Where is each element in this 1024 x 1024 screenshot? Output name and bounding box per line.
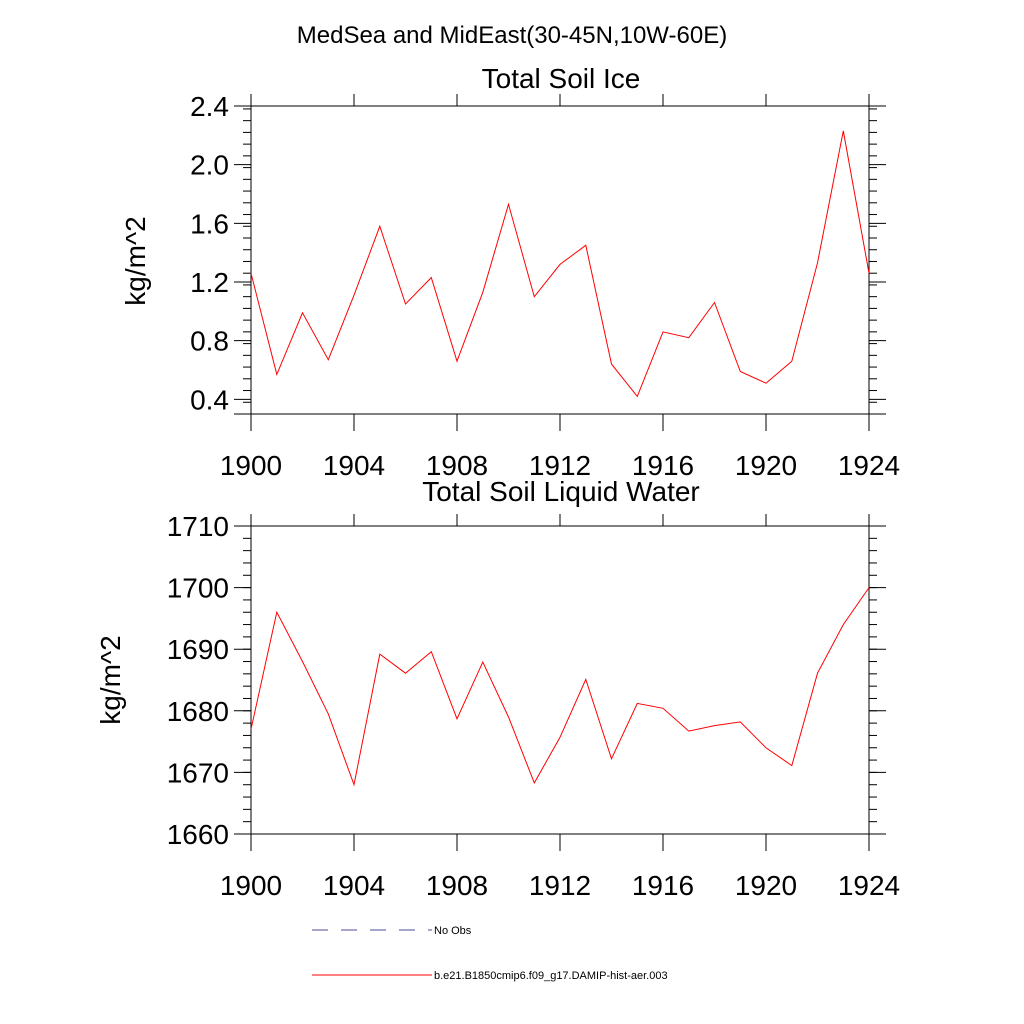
y-axis-label: kg/m^2: [95, 635, 126, 724]
y-tick-label: 1.2: [190, 267, 229, 298]
y-tick-label: 1680: [167, 696, 229, 727]
series-line: [250, 130, 870, 398]
x-tick-label: 1908: [426, 450, 488, 481]
y-tick-label: 1710: [167, 511, 229, 542]
chart-title: Total Soil Ice: [482, 63, 641, 94]
x-tick-label: 1924: [838, 870, 900, 901]
x-tick-label: 1908: [426, 870, 488, 901]
plot-frame: [250, 525, 870, 835]
series-line: [250, 587, 870, 787]
y-tick-label: 0.8: [190, 326, 229, 357]
x-tick-label: 1920: [735, 450, 797, 481]
legend-no-obs-label: No Obs: [434, 925, 472, 937]
y-tick-label: 1690: [167, 634, 229, 665]
y-tick-label: 1670: [167, 757, 229, 788]
plot-frame: [250, 105, 870, 415]
chart-panel-soil-ice: Total Soil Ice kg/m^2 1900 1904 1908 1912 19…: [120, 63, 900, 481]
chart-panel-soil-liquid-water: Total Soil Liquid Water kg/m^2 1900 1904 1…: [95, 476, 900, 901]
x-tick-label: 1912: [529, 450, 591, 481]
y-tick-label: 2.0: [190, 150, 229, 181]
y-tick-label: 1660: [167, 819, 229, 850]
legend-model-label: b.e21.B1850cmip6.f09_g17.DAMIP-hist-aer.…: [434, 970, 668, 982]
y-tick-label: 1.6: [190, 208, 229, 239]
y-tick-label: 2.4: [190, 91, 229, 122]
y-tick-label: 1700: [167, 573, 229, 604]
y-tick-label: 0.4: [190, 384, 229, 415]
chart-title: Total Soil Liquid Water: [422, 476, 700, 507]
x-tick-label: 1900: [220, 870, 282, 901]
x-tick-label: 1900: [220, 450, 282, 481]
x-tick-label: 1920: [735, 870, 797, 901]
x-tick-label: 1904: [323, 870, 385, 901]
page-title: MedSea and MidEast(30-45N,10W-60E): [297, 22, 727, 49]
x-tick-label: 1924: [838, 450, 900, 481]
x-tick-label: 1904: [323, 450, 385, 481]
x-tick-label: 1916: [632, 870, 694, 901]
legend: No Obs b.e21.B1850cmip6.f09_g17.DAMIP-hi…: [312, 925, 668, 982]
x-tick-label: 1916: [632, 450, 694, 481]
y-axis-label: kg/m^2: [120, 216, 151, 305]
x-tick-label: 1912: [529, 870, 591, 901]
